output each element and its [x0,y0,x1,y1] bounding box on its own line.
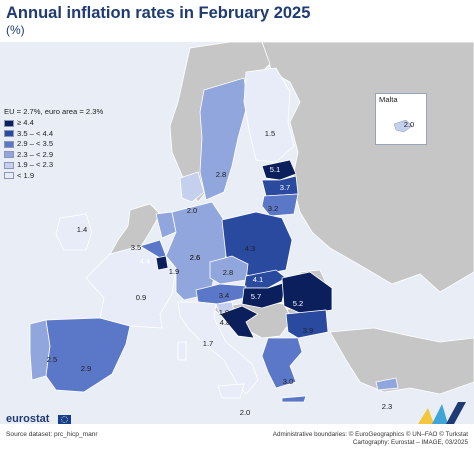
label-latvia: 3.7 [280,183,291,192]
label-netherlands: 2.6 [190,253,201,262]
label-hungary: 5.7 [251,292,262,301]
legend-label: 1.9 – < 2.3 [17,160,54,170]
label-austria: 3.4 [219,291,230,300]
label-lithuania: 3.2 [268,204,279,213]
label-croatia: 4.8 [220,318,231,327]
country-spain [45,317,131,393]
label-cyprus: 2.3 [382,402,393,411]
legend-swatch [4,161,14,169]
label-slovenia: 1.9 [219,308,230,317]
label-spain: 2.9 [81,364,92,373]
country-estonia [261,159,297,181]
map-subtitle: (%) [6,23,25,37]
label-denmark: 2.0 [187,206,198,215]
inset-value: 2.0 [404,120,415,129]
legend-swatch [4,130,14,138]
country-greece [261,337,303,389]
label-slovakia: 4.1 [253,275,264,284]
legend: EU = 2.7%, euro area = 2.3% ≥ 4.4 3.5 – … [4,107,103,181]
country-sicily [217,383,245,399]
credit-line: Administrative boundaries: © EuroGeograp… [272,431,468,438]
label-czechia: 2.8 [223,268,234,277]
malta-shape: 2.0 [393,119,415,133]
label-finland: 1.5 [265,129,276,138]
legend-swatch [4,119,14,127]
country-sardinia [177,341,187,361]
country-ireland [55,213,93,251]
country-lithuania [261,193,299,217]
map-title: Annual inflation rates in February 2025 [6,4,311,22]
legend-label: ≥ 4.4 [17,118,34,128]
decorative-logo-mark [418,402,466,424]
country-luxembourg [155,255,169,271]
label-estonia: 5.1 [270,165,281,174]
legend-label: < 1.9 [17,170,35,180]
label-luxembourg: 4.4 [140,257,151,266]
label-italy: 1.7 [203,339,214,348]
country-crete [281,395,307,403]
label-bulgaria: 3.9 [303,326,314,335]
label-portugal: 2.5 [47,355,58,364]
source-note: Source dataset: prc_hicp_manr [6,431,98,438]
country-romania [281,271,333,315]
legend-item: ≥ 4.4 [4,118,103,129]
eu-countries [29,67,399,403]
credits: Administrative boundaries: © EuroGeograp… [273,431,468,448]
legend-label: 2.3 – < 2.9 [17,149,54,159]
legend-label: 2.9 – < 3.5 [17,139,54,149]
credit-line: Cartography: Eurostat – IMAGE, 03/2025 [352,439,468,447]
label-malta-main: 2.0 [240,408,251,417]
country-latvia [261,175,299,197]
label-germany: 2.6 [190,253,201,262]
country-cyprus [375,377,399,391]
country-hungary [241,281,287,309]
inset-title: Malta [379,95,398,104]
eu-flag-icon [58,415,71,424]
legend-item: 2.3 – < 2.9 [4,150,103,161]
label-germany-west: 1.9 [169,267,180,276]
label-belgium: 3.5 [131,243,142,252]
legend-swatch [4,172,14,180]
country-italy [177,301,259,395]
label-greece: 3.0 [283,377,294,386]
value-labels: 1.4 0.9 2.9 2.5 3.5 2.6 4.4 1.9 2.6 2.0 … [47,129,393,417]
label-sweden: 2.8 [216,170,227,179]
label-romania: 5.2 [293,299,304,308]
legend-swatch [4,140,14,148]
legend-item: 2.9 – < 3.5 [4,139,103,150]
legend-label: 3.5 – < 4.4 [17,128,54,138]
country-croatia [219,305,259,339]
label-poland: 4.3 [245,244,256,253]
eurostat-logo: eurostat [6,413,50,425]
country-sweden [199,77,249,201]
legend-item: 3.5 – < 4.4 [4,129,103,140]
legend-item: < 1.9 [4,171,103,182]
legend-swatch [4,151,14,159]
country-denmark [179,171,205,203]
country-bulgaria [285,309,329,339]
country-finland [243,67,295,163]
malta-inset: Malta 2.0 [375,93,427,145]
legend-item: 1.9 – < 2.3 [4,160,103,171]
label-ireland: 1.4 [77,225,88,234]
legend-header: EU = 2.7%, euro area = 2.3% [4,107,104,116]
label-france: 0.9 [136,293,147,302]
